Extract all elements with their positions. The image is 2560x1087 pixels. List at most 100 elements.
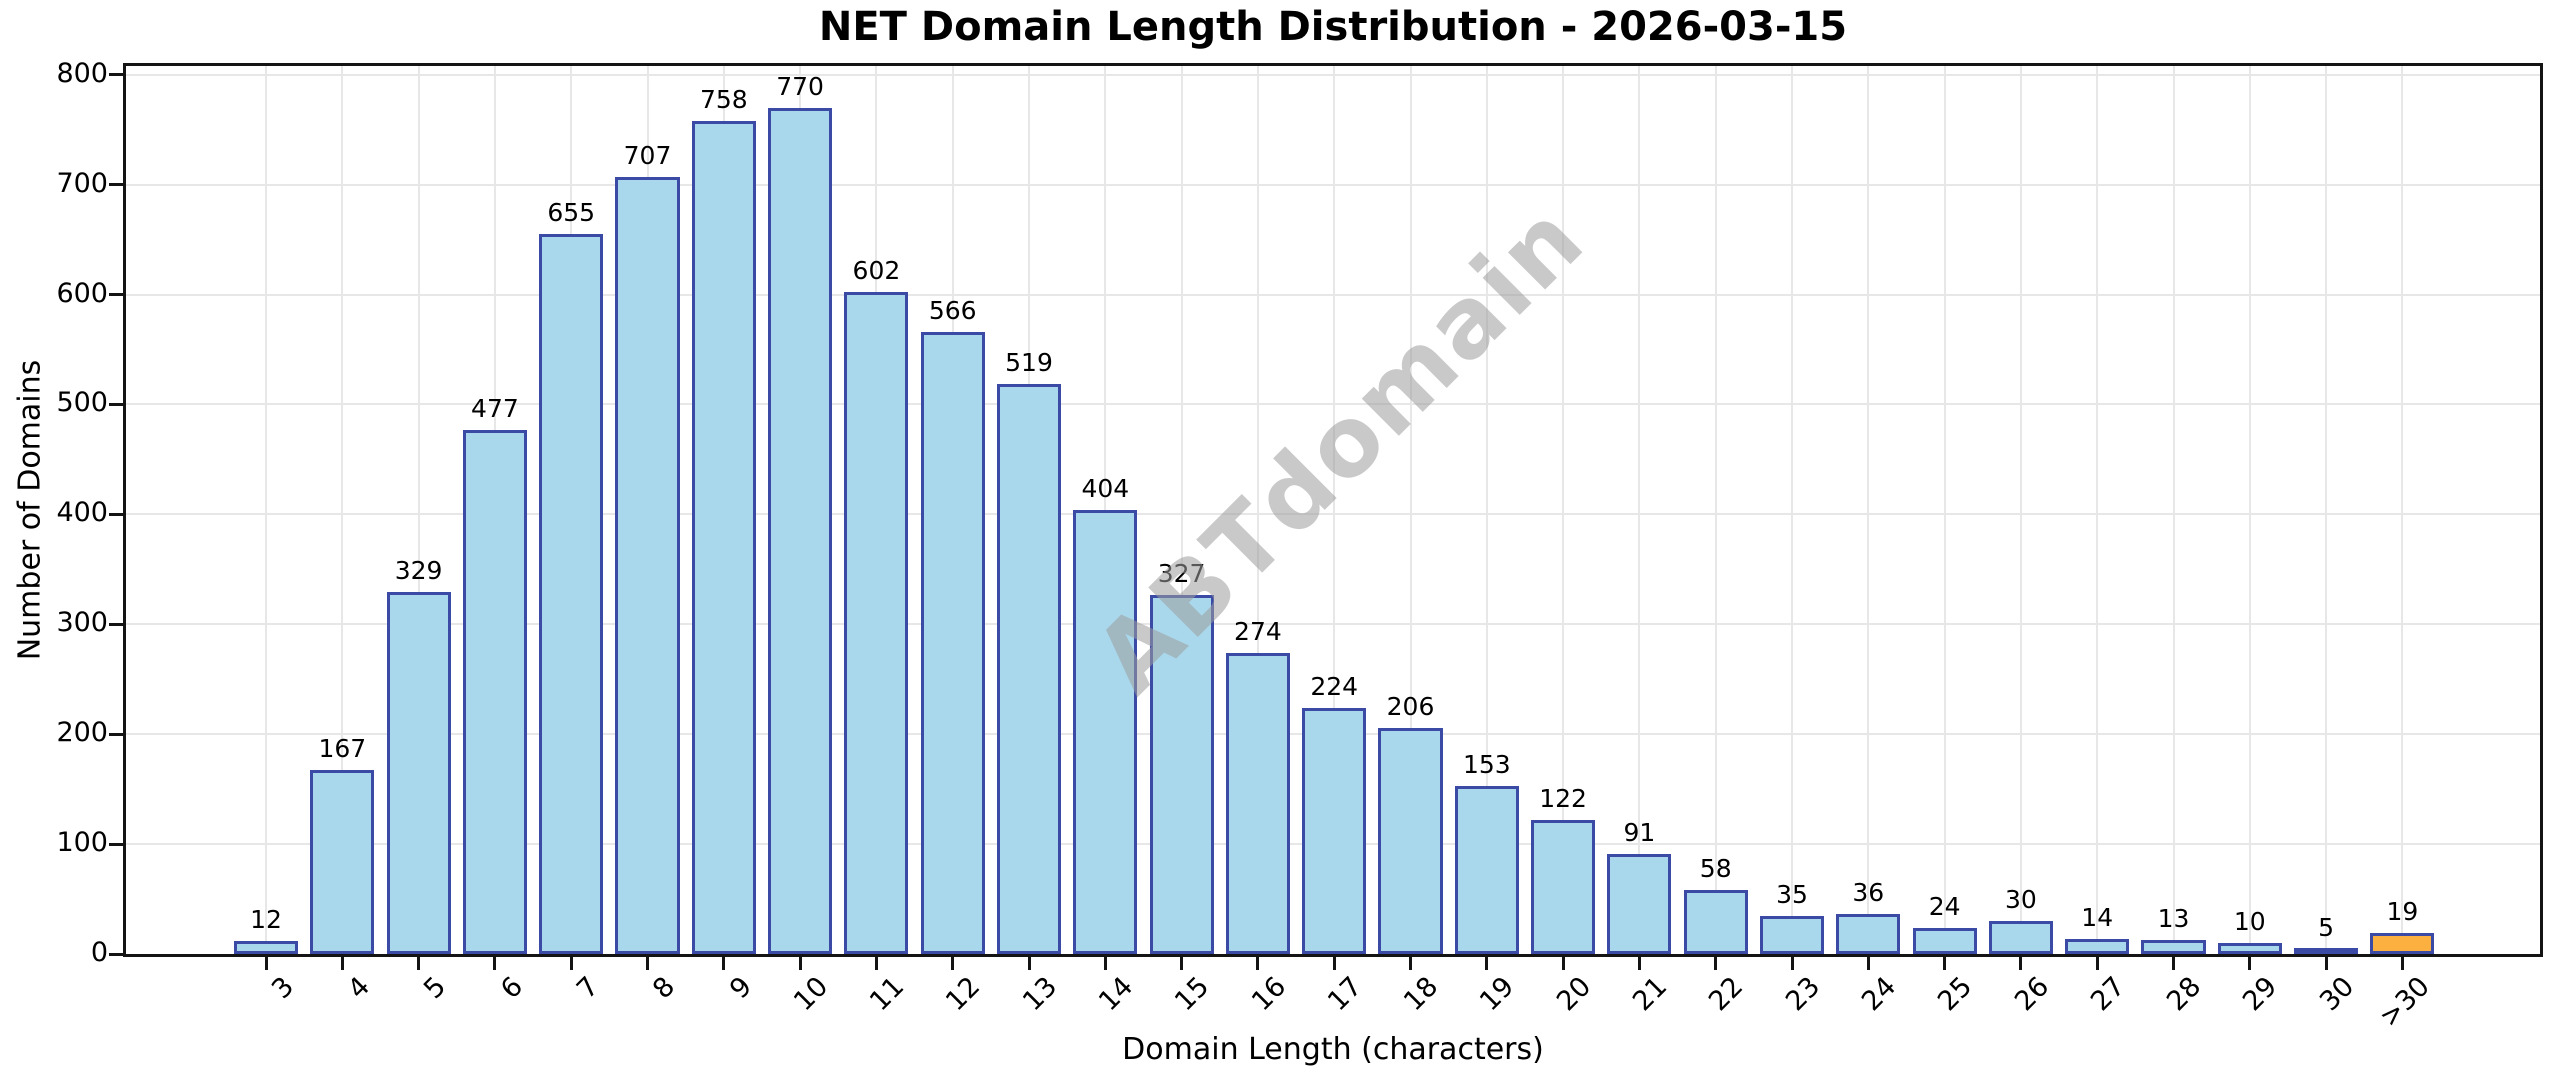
x-tick-label: 30 <box>2313 971 2361 1018</box>
x-tick-mark <box>1332 957 1336 970</box>
gridline-vertical <box>1714 66 1717 954</box>
x-tick-mark <box>1866 957 1870 970</box>
bar-value-label: 770 <box>776 71 824 101</box>
bar-30 <box>2294 948 2359 954</box>
y-tick-label: 0 <box>90 937 108 968</box>
gridline-vertical <box>1333 66 1336 954</box>
x-tick-mark <box>1103 957 1107 970</box>
x-tick-label: 23 <box>1779 971 1826 1018</box>
x-axis-label: Domain Length (characters) <box>1122 1032 1544 1067</box>
bar-value-label: 274 <box>1234 616 1282 646</box>
x-tick-mark <box>417 957 421 970</box>
bar-value-label: 153 <box>1462 749 1511 779</box>
gridline-vertical <box>1180 66 1183 954</box>
bar-21 <box>1607 854 1672 954</box>
bar-value-label: 14 <box>2081 902 2114 932</box>
bar-22 <box>1683 890 1748 954</box>
bar-28 <box>2141 939 2206 954</box>
gridline-horizontal <box>126 623 2540 626</box>
x-tick-mark <box>874 957 878 970</box>
y-tick-mark <box>109 402 123 406</box>
bar-19 <box>1454 785 1519 954</box>
bar-14 <box>1073 510 1138 954</box>
y-tick-label: 600 <box>56 277 108 309</box>
x-tick-mark <box>493 957 497 970</box>
x-tick-mark <box>951 957 955 970</box>
bar-9 <box>691 120 756 954</box>
x-tick-mark <box>2324 957 2328 970</box>
y-tick-mark <box>109 512 123 516</box>
gridline-vertical <box>2325 66 2328 954</box>
x-tick-label: 10 <box>787 971 835 1018</box>
y-tick-label: 200 <box>56 717 108 749</box>
x-tick-label: 24 <box>1856 971 1903 1018</box>
bar-17 <box>1302 707 1367 954</box>
bar-value-label: 206 <box>1386 691 1435 721</box>
bar-value-label: 655 <box>547 198 596 228</box>
gridline-horizontal <box>126 403 2540 406</box>
x-tick-label: 7 <box>571 971 606 1006</box>
bar-value-label: 602 <box>852 256 901 286</box>
gridline-vertical <box>1638 66 1641 954</box>
y-tick-label: 500 <box>56 387 108 419</box>
bar-18 <box>1378 727 1443 954</box>
x-tick-mark <box>646 957 649 970</box>
gridline-vertical <box>1409 66 1412 954</box>
bar-29 <box>2217 943 2282 954</box>
gridline-horizontal <box>126 513 2540 516</box>
x-tick-mark <box>1256 957 1260 970</box>
bar-value-label: 329 <box>394 556 443 586</box>
y-tick-mark <box>109 183 123 187</box>
bar-value-label: 12 <box>250 904 282 934</box>
gridline-vertical <box>341 66 344 954</box>
bar-11 <box>844 292 909 954</box>
bar-value-label: 519 <box>1005 347 1053 377</box>
gridline-vertical <box>1256 66 1259 954</box>
x-tick-mark <box>1790 957 1794 970</box>
bar-value-label: 19 <box>2386 897 2419 927</box>
gridline-vertical <box>1562 66 1565 954</box>
x-tick-label: 17 <box>1321 971 1369 1018</box>
x-tick-label: 29 <box>2237 971 2284 1018</box>
bar-value-label: 5 <box>2318 912 2335 942</box>
bar-5 <box>386 592 451 954</box>
x-tick-mark <box>2095 957 2099 970</box>
y-tick-mark <box>109 952 123 956</box>
y-tick-label: 100 <box>56 827 108 859</box>
bar-value-label: 36 <box>1852 878 1885 908</box>
bar-24 <box>1836 914 1901 954</box>
y-tick-label: 400 <box>56 497 108 529</box>
x-tick-label: 20 <box>1550 971 1598 1018</box>
watermark-text: ABTdomain <box>1074 181 1607 714</box>
x-tick-mark <box>722 957 726 970</box>
chart-title: NET Domain Length Distribution - 2026-03… <box>818 4 1848 50</box>
bar-3 <box>233 940 299 954</box>
bar-20 <box>1531 819 1596 954</box>
x-tick-mark <box>1485 957 1489 970</box>
x-tick-label: 3 <box>265 971 300 1006</box>
gridline-vertical <box>2096 66 2099 954</box>
x-tick-mark <box>2400 957 2404 970</box>
x-tick-label: 13 <box>1016 971 1063 1018</box>
gridline-vertical <box>1867 66 1870 954</box>
bar-value-label: 404 <box>1081 474 1130 503</box>
x-tick-label: 9 <box>723 971 758 1006</box>
gridline-vertical <box>265 66 267 954</box>
x-tick-mark <box>2019 957 2023 970</box>
x-tick-label: >30 <box>2374 971 2437 1034</box>
y-tick-label: 800 <box>56 57 108 89</box>
x-tick-mark <box>1637 957 1641 970</box>
x-tick-mark <box>1409 957 1412 970</box>
x-tick-label: 8 <box>647 971 682 1006</box>
x-tick-label: 12 <box>940 971 987 1018</box>
y-tick-label: 300 <box>56 607 108 639</box>
bar-value-label: 758 <box>699 84 748 114</box>
bar-4 <box>310 770 375 954</box>
gridline-vertical <box>2248 66 2251 954</box>
x-tick-mark <box>1714 957 1718 970</box>
bar-23 <box>1759 915 1825 954</box>
x-tick-mark <box>2172 957 2175 970</box>
x-tick-mark <box>1027 957 1031 970</box>
plot-area: ABTdomain 12 167 329 477 655 707 758 770 602 566 5… <box>123 63 2543 957</box>
gridline-vertical <box>2172 66 2175 954</box>
